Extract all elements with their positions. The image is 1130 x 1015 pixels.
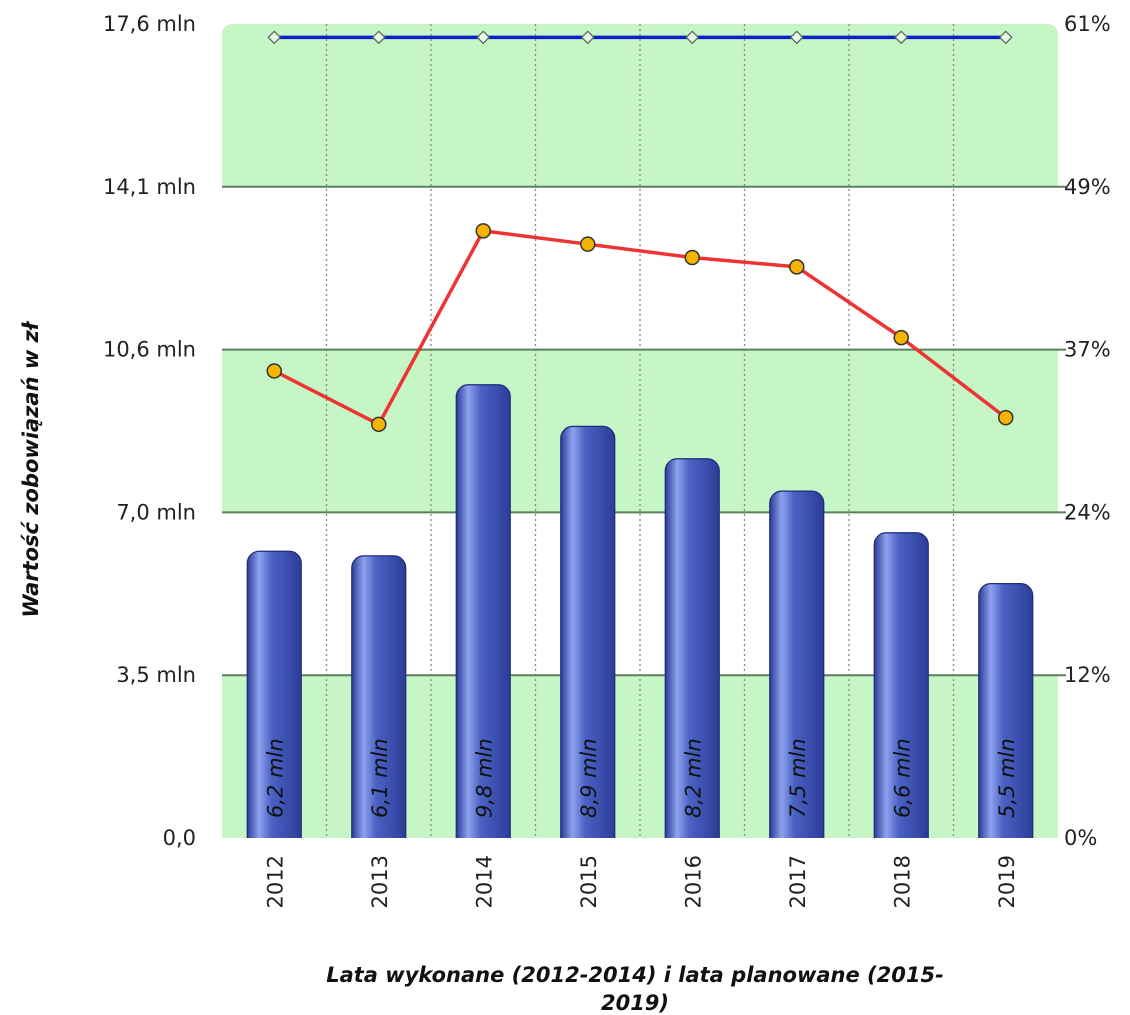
- line-point: [580, 236, 596, 252]
- line-point: [893, 329, 909, 346]
- bar-value-label: 6,1 mln: [368, 738, 392, 818]
- bar-group: 6,6 mln: [873, 532, 930, 852]
- x-axis-tick-label: 2013: [368, 855, 392, 908]
- bar-group: 9,8 mln: [455, 384, 512, 852]
- bar-value-label: 6,2 mln: [263, 738, 287, 818]
- left-axis-tick-label: 0,0: [163, 826, 196, 850]
- x-axis-tick-label: 2012: [263, 855, 287, 908]
- background-band: [222, 186, 1058, 350]
- line-point: [580, 30, 595, 45]
- right-axis-tick-label: 37%: [1064, 338, 1111, 362]
- bar-group: 8,9 mln: [559, 425, 616, 852]
- x-axis-tick-label: 2019: [995, 855, 1019, 908]
- bar-group: 6,2 mln: [246, 550, 303, 852]
- line-point: [894, 30, 909, 45]
- line-series-path: [273, 229, 1007, 427]
- bar-group: 7,5 mln: [768, 490, 825, 852]
- bar-base-mask: [455, 838, 512, 852]
- line-point: [998, 30, 1013, 45]
- line-point: [476, 30, 491, 45]
- bar-value-label: 9,8 mln: [472, 738, 496, 818]
- bar-group: 8,2 mln: [664, 458, 721, 852]
- line-point: [998, 409, 1014, 426]
- bar-series: 6,2 mln 6,1 mln 9,8 mln 8,9 mln 8,2 mln 7,5 m…: [246, 384, 1034, 852]
- bar-value-label: 5,5 mln: [995, 738, 1019, 818]
- left-axis-tick-label: 7,0 mln: [116, 500, 196, 524]
- bar-base-mask: [246, 838, 303, 852]
- right-axis-tick-label: 61%: [1064, 12, 1111, 36]
- line-point: [684, 249, 700, 266]
- right-axis-tick-label: 12%: [1064, 663, 1111, 687]
- line-point: [266, 363, 282, 379]
- left-axis-tick-label: 10,6 mln: [103, 338, 196, 362]
- line-point: [789, 259, 805, 275]
- bar-value-label: 6,6 mln: [890, 738, 914, 818]
- bar-value-label: 8,2 mln: [681, 738, 705, 818]
- vertical-gridlines: [325, 24, 955, 838]
- line-point: [789, 30, 804, 45]
- line-point: [475, 223, 491, 239]
- right-axis-tick-label: 0%: [1064, 826, 1097, 850]
- line-point: [267, 30, 282, 45]
- left-axis-tick-label: 14,1 mln: [103, 175, 196, 199]
- bar-base-mask: [664, 838, 721, 852]
- x-axis-tick-label: 2018: [890, 855, 914, 908]
- bar-group: 6,1 mln: [350, 555, 407, 852]
- x-axis-title-line-2: 2019): [601, 991, 669, 1015]
- right-axis-tick-label: 24%: [1064, 500, 1111, 524]
- line-point: [685, 30, 700, 45]
- line-point: [371, 30, 386, 45]
- bar-group: 5,5 mln: [977, 583, 1034, 852]
- x-axis-tick-label: 2017: [786, 855, 810, 908]
- bar-value-label: 8,9 mln: [577, 738, 601, 818]
- x-axis-title-line-1: Lata wykonane (2012-2014) i lata planowa…: [326, 963, 944, 987]
- bar-base-mask: [559, 838, 616, 852]
- bar-base-mask: [768, 838, 825, 852]
- left-axis-tick-label: 3,5 mln: [116, 663, 196, 687]
- y-axis-title: Wartość zobowiązań w zł: [19, 320, 43, 617]
- bar-base-mask: [350, 838, 407, 852]
- bar-base-mask: [873, 838, 930, 852]
- x-axis-tick-label: 2015: [577, 855, 601, 908]
- right-axis-tick-label: 49%: [1064, 175, 1111, 199]
- line-series: [266, 30, 1014, 433]
- x-axis-tick-label: 2016: [681, 855, 705, 908]
- bar-value-label: 7,5 mln: [786, 738, 810, 818]
- left-axis-tick-label: 17,6 mln: [103, 12, 196, 36]
- line-point: [371, 416, 387, 433]
- background-band: [222, 36, 1058, 187]
- bar-base-mask: [977, 838, 1034, 852]
- x-axis-ticks: 2012 2013 2014 2015 2016 2017 2018 2019: [263, 855, 1019, 908]
- right-axis-ticks: 0% 12% 24% 37% 49% 61%: [1064, 12, 1111, 850]
- x-axis-tick-label: 2014: [472, 855, 496, 908]
- left-axis-ticks: 0,0 3,5 mln 7,0 mln 10,6 mln 14,1 mln 17,6 ml…: [103, 12, 196, 850]
